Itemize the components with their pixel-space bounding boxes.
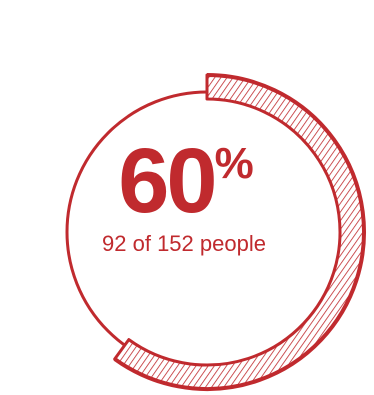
percent-symbol: %: [215, 139, 254, 188]
chart-layer: [65, 73, 366, 391]
percent-value: 60: [118, 130, 214, 232]
big-value-text: 60%: [118, 130, 253, 232]
progress-arc-edge: [113, 73, 366, 391]
count-label: 92 of 152 people: [102, 231, 266, 256]
